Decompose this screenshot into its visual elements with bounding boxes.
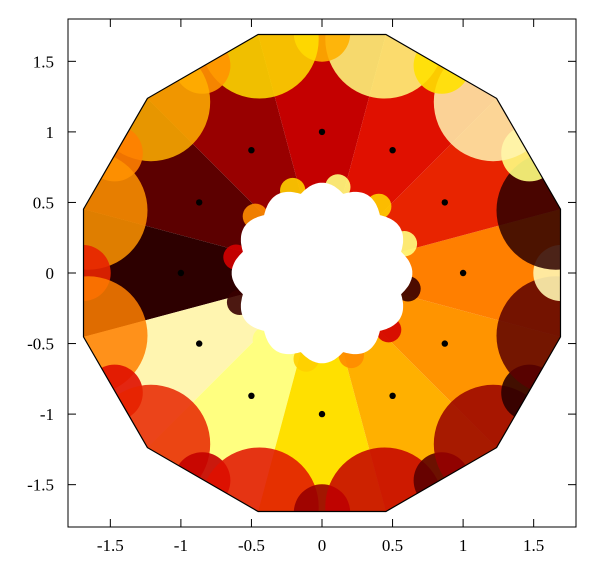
- fixed-point: [442, 199, 448, 205]
- y-tick-label: -1: [40, 405, 54, 424]
- x-tick-label: 0: [318, 536, 327, 555]
- fixed-point: [178, 270, 184, 276]
- x-tick-label: -1: [174, 536, 188, 555]
- fixed-point: [196, 340, 202, 346]
- x-tick-label: -0.5: [238, 536, 265, 555]
- fixed-point: [248, 393, 254, 399]
- fixed-point: [319, 129, 325, 135]
- y-tick-label: 1.5: [33, 52, 54, 71]
- fixed-point: [442, 340, 448, 346]
- fixed-point: [248, 147, 254, 153]
- y-tick-label: 0: [46, 264, 55, 283]
- y-tick-label: 0.5: [33, 193, 54, 212]
- x-tick-label: 1.5: [523, 536, 544, 555]
- fixed-point: [389, 147, 395, 153]
- fixed-point: [196, 199, 202, 205]
- x-tick-label: -1.5: [97, 536, 124, 555]
- fixed-point: [319, 411, 325, 417]
- x-tick-label: 0.5: [382, 536, 403, 555]
- y-tick-label: -0.5: [27, 335, 54, 354]
- y-tick-label: 1: [46, 123, 55, 142]
- y-tick-label: -1.5: [27, 476, 54, 495]
- fixed-point: [389, 393, 395, 399]
- x-tick-label: 1: [459, 536, 468, 555]
- fixed-point: [460, 270, 466, 276]
